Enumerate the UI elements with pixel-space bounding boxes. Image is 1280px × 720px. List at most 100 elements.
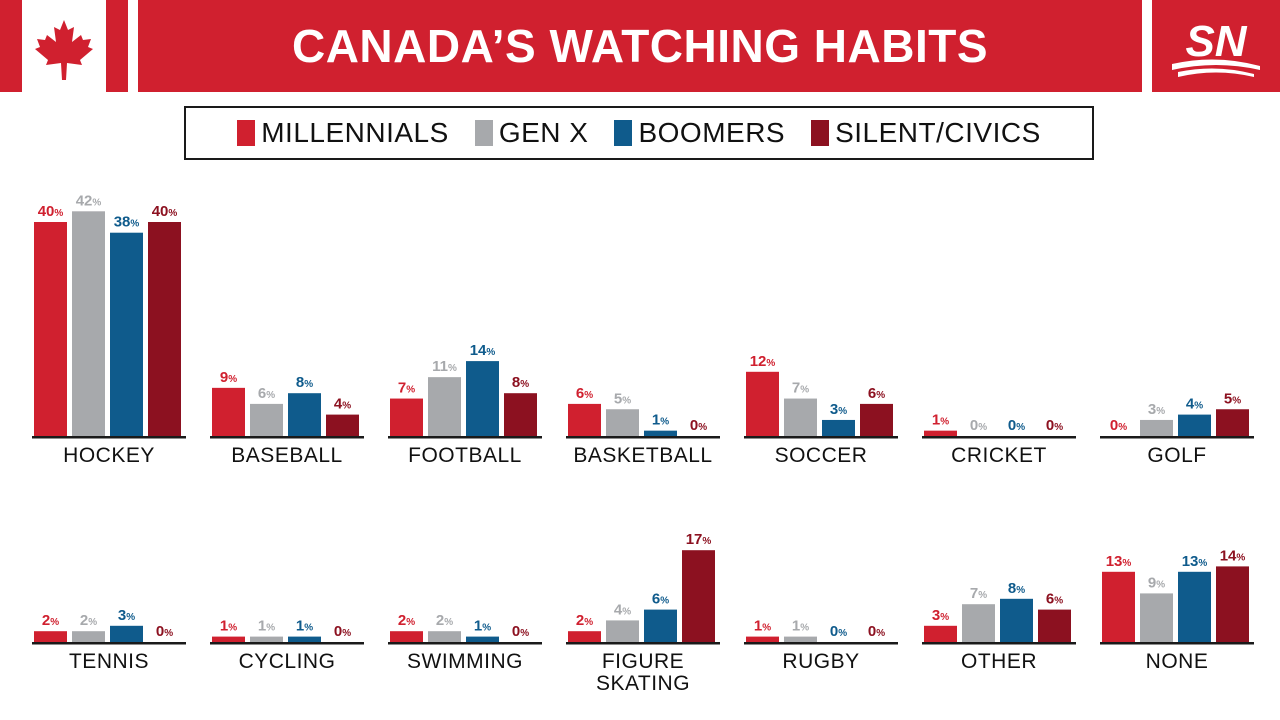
bar-hockey-genx: [72, 211, 105, 436]
sport-group-golf: 0% 3% 4% 5% GOLF: [1100, 390, 1254, 467]
baseline: [32, 436, 186, 439]
sport-group-swimming: 2% 2% 1% 0% SWIMMING: [388, 612, 542, 673]
category-label: CYCLING: [239, 650, 336, 673]
bar-football-genx: [428, 377, 461, 436]
data-label: 1%: [296, 618, 313, 635]
bar-none-genx: [1140, 593, 1173, 642]
data-label: 3%: [118, 607, 135, 624]
bar-basketball-boomers: [644, 430, 677, 436]
data-label: 7%: [792, 380, 809, 397]
bar-hockey-boomers: [110, 232, 143, 436]
bar-figure-skating-silent: [682, 550, 715, 642]
data-label: 0%: [970, 417, 987, 434]
data-label: 2%: [398, 612, 415, 629]
bar-tennis-millennials: [34, 631, 67, 642]
legend-label: GEN X: [498, 117, 589, 148]
canada-flag: [0, 0, 128, 92]
data-label: 7%: [398, 380, 415, 397]
category-label: FOOTBALL: [408, 444, 522, 467]
bar-basketball-millennials: [568, 403, 601, 436]
sport-group-rugby: 1% 1% 0% 0% RUGBY: [744, 618, 898, 673]
category-label: FIGURE: [602, 650, 684, 673]
data-label: 0%: [1110, 417, 1127, 434]
legend: MILLENNIALS GEN X BOOMERS SILENT/CIVICS: [184, 106, 1094, 160]
sport-group-baseball: 9% 6% 8% 4% BASEBALL: [210, 369, 364, 467]
category-label: BASEBALL: [231, 444, 342, 467]
data-label: 1%: [932, 412, 949, 429]
data-label: 0%: [690, 417, 707, 434]
baseline: [388, 642, 542, 645]
bar-hockey-millennials: [34, 222, 67, 436]
data-label: 5%: [1224, 390, 1241, 407]
bar-football-millennials: [390, 398, 423, 436]
baseline: [32, 642, 186, 645]
bar-other-boomers: [1000, 598, 1033, 642]
baseline: [566, 642, 720, 645]
sport-group-football: 7% 11% 14% 8% FOOTBALL: [388, 342, 542, 467]
data-label: 6%: [652, 591, 669, 608]
data-label: 17%: [686, 531, 712, 548]
page-title: CANADA’S WATCHING HABITS: [291, 20, 989, 72]
legend-label: BOOMERS: [638, 117, 786, 148]
bar-figure-skating-genx: [606, 620, 639, 642]
data-label: 13%: [1182, 553, 1208, 570]
bar-hockey-silent: [148, 222, 181, 436]
data-label: 42%: [76, 192, 102, 209]
data-label: 1%: [792, 618, 809, 635]
category-label: SWIMMING: [407, 650, 523, 673]
data-label: 6%: [1046, 591, 1063, 608]
baseline: [1100, 642, 1254, 645]
bar-golf-silent: [1216, 409, 1249, 436]
data-label: 9%: [1148, 574, 1165, 591]
sport-group-tennis: 2% 2% 3% 0% TENNIS: [32, 607, 186, 673]
bar-other-silent: [1038, 609, 1071, 642]
data-label: 2%: [576, 612, 593, 629]
bar-other-genx: [962, 604, 995, 642]
data-label: 3%: [830, 401, 847, 418]
data-label: 8%: [296, 374, 313, 391]
data-label: 3%: [1148, 401, 1165, 418]
baseline: [566, 436, 720, 439]
category-label: BASKETBALL: [573, 444, 712, 467]
bar-golf-boomers: [1178, 414, 1211, 436]
bar-swimming-millennials: [390, 631, 423, 642]
baseline: [210, 642, 364, 645]
data-label: 2%: [42, 612, 59, 629]
sport-group-hockey: 40% 42% 38% 40% HOCKEY: [32, 192, 186, 467]
bar-soccer-boomers: [822, 419, 855, 436]
data-label: 6%: [576, 385, 593, 402]
bar-cycling-genx: [250, 636, 283, 642]
data-label: 13%: [1106, 553, 1132, 570]
data-label: 38%: [114, 214, 140, 231]
data-label: 1%: [220, 618, 237, 635]
data-label: 8%: [1008, 580, 1025, 597]
category-label: GOLF: [1147, 444, 1206, 467]
bar-golf-genx: [1140, 419, 1173, 436]
category-label: SOCCER: [775, 444, 868, 467]
data-label: 40%: [152, 203, 178, 220]
bar-baseball-silent: [326, 414, 359, 436]
legend-swatch: [614, 120, 633, 146]
svg-text:SN: SN: [1185, 17, 1247, 66]
data-label: 5%: [614, 390, 631, 407]
data-label: 1%: [754, 618, 771, 635]
bar-cycling-millennials: [212, 636, 245, 642]
bar-figure-skating-boomers: [644, 609, 677, 642]
data-label: 0%: [512, 623, 529, 640]
bar-figure-skating-millennials: [568, 631, 601, 642]
maple-leaf-icon: [0, 0, 128, 92]
data-label: 14%: [1220, 547, 1246, 564]
legend-item-millennials: MILLENNIALS: [237, 117, 449, 149]
category-label: RUGBY: [782, 650, 859, 673]
data-label: 0%: [1046, 417, 1063, 434]
data-label: 0%: [334, 623, 351, 640]
data-label: 0%: [830, 623, 847, 640]
baseline: [1100, 436, 1254, 439]
bar-tennis-boomers: [110, 625, 143, 642]
category-label: TENNIS: [69, 650, 149, 673]
data-label: 14%: [470, 342, 496, 359]
bar-baseball-boomers: [288, 393, 321, 436]
bar-rugby-genx: [784, 636, 817, 642]
